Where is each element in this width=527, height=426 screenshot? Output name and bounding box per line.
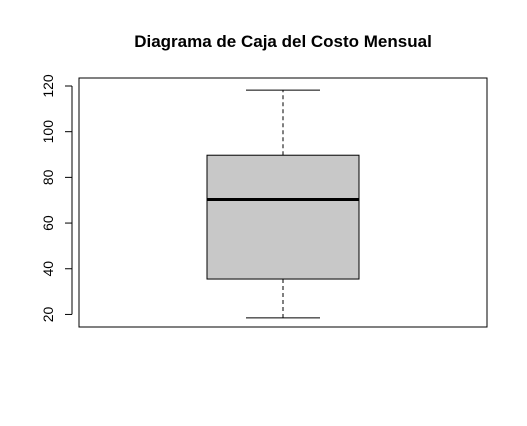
iqr-box (206, 154, 360, 280)
y-axis: 20 40 60 80 100 120 (40, 74, 73, 322)
plot-frame (78, 77, 488, 328)
y-tick-label: 40 (40, 261, 56, 277)
y-tick-label: 60 (40, 215, 56, 231)
y-tick-label: 80 (40, 169, 56, 185)
box-plot (206, 89, 360, 319)
y-tick-label: 20 (40, 306, 56, 322)
y-tick-label: 100 (40, 120, 56, 144)
y-tick-label: 120 (40, 74, 56, 98)
chart-title: Diagrama de Caja del Costo Mensual (134, 32, 432, 51)
